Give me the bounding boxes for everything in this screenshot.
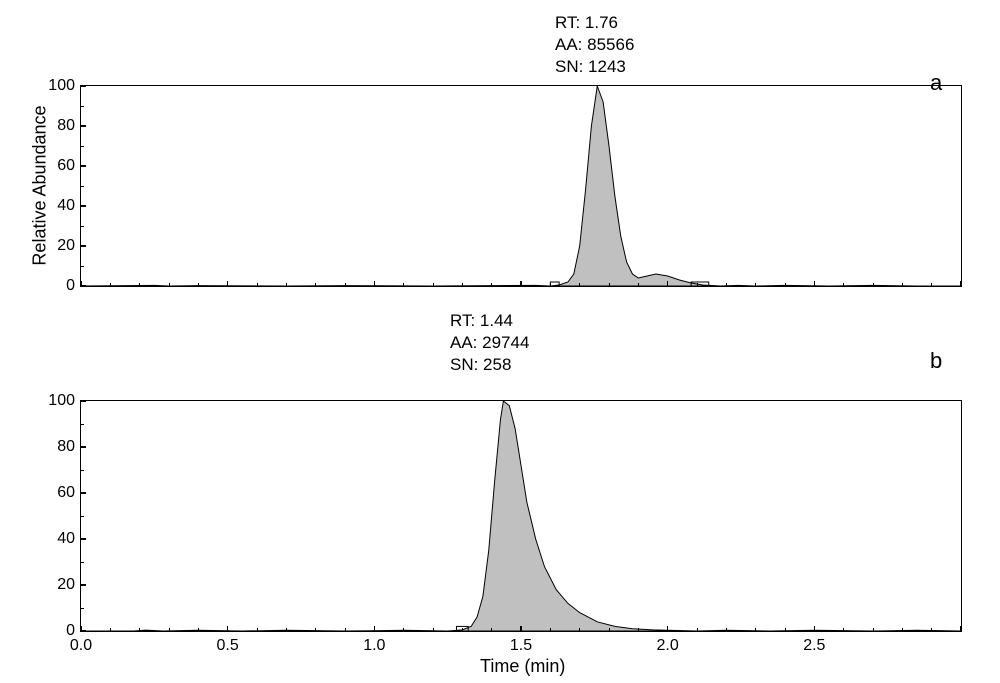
panel-b-plot: 0204060801000.00.51.01.52.02.5 xyxy=(80,400,962,632)
xtick-label: 2.5 xyxy=(803,631,825,655)
ytick-label: 40 xyxy=(35,530,81,548)
ytick-label: 100 xyxy=(35,77,81,95)
panel-b-annotation: RT: 1.44 AA: 29744 SN: 258 xyxy=(450,310,529,376)
sn-label: SN: 258 xyxy=(450,354,529,376)
panel-b-peak xyxy=(81,401,961,631)
xtick-label: 0.0 xyxy=(70,631,92,655)
chromatogram-figure: RT: 1.76 AA: 85566 SN: 1243 a 0204060801… xyxy=(0,0,1000,683)
xtick-label: 2.0 xyxy=(657,631,679,655)
y-axis-label-a: Relative Abundance xyxy=(30,105,51,265)
xtick-label: 1.5 xyxy=(510,631,532,655)
ytick-label: 80 xyxy=(35,438,81,456)
rt-label: RT: 1.44 xyxy=(450,310,529,332)
ytick-label: 60 xyxy=(35,484,81,502)
sn-label: SN: 1243 xyxy=(555,56,634,78)
panel-b-label: b xyxy=(930,348,942,374)
panel-a-plot: 020406080100 xyxy=(80,85,962,287)
ytick-label: 100 xyxy=(35,392,81,410)
x-axis-label: Time (min) xyxy=(480,656,565,677)
panel-a-annotation: RT: 1.76 AA: 85566 SN: 1243 xyxy=(555,12,634,78)
aa-label: AA: 29744 xyxy=(450,332,529,354)
ytick-label: 0 xyxy=(35,277,81,295)
xtick-label: 1.0 xyxy=(363,631,385,655)
rt-label: RT: 1.76 xyxy=(555,12,634,34)
panel-a-peak xyxy=(81,86,961,286)
aa-label: AA: 85566 xyxy=(555,34,634,56)
xtick-label: 0.5 xyxy=(217,631,239,655)
ytick-label: 20 xyxy=(35,576,81,594)
